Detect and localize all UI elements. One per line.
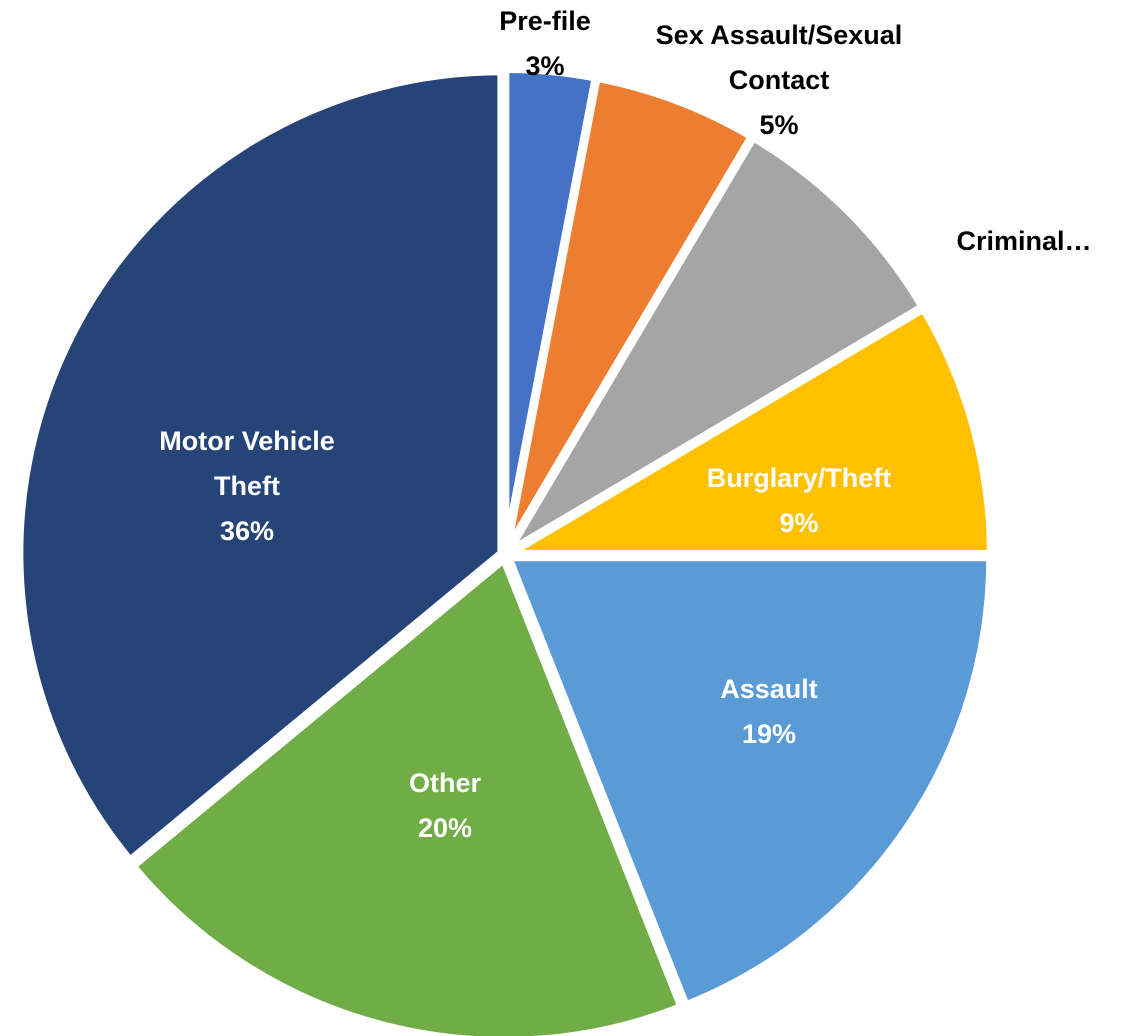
slice-percent: 19%: [742, 719, 796, 749]
pie-slice-sex-assault-sexual-contact: [502, 73, 758, 554]
slice-percent: 20%: [418, 813, 472, 843]
slice-label-sex-assault-sexual-contact: Sex Assault/Sexual Contact 5%: [656, 20, 903, 140]
slice-percent: 5%: [759, 110, 798, 140]
slice-percent: 9%: [779, 508, 818, 538]
slice-category: Motor Vehicle: [159, 426, 335, 456]
slice-category: Burglary/Theft: [707, 463, 892, 493]
slice-category: Pre-file: [499, 6, 591, 36]
slice-category: Theft: [214, 471, 280, 501]
slice-category: Sex Assault/Sexual: [656, 20, 903, 50]
slice-percent: 36%: [220, 516, 274, 546]
pie-labels: Pre-file 3% Sex Assault/Sexual Contact 5% Cri…: [159, 6, 1091, 843]
pie-slice-criminal: [504, 131, 929, 556]
slice-category: Criminal…: [956, 226, 1091, 256]
pie-slice-burglary-theft: [494, 303, 995, 558]
slice-category: Other: [409, 768, 482, 798]
slice-label-pre-file: Pre-file 3%: [499, 6, 591, 81]
slice-category: Assault: [720, 674, 818, 704]
slice-label-burglary-theft: Burglary/Theft 9%: [707, 463, 892, 538]
slice-label-motor-vehicle-theft: Motor Vehicle Theft 36%: [159, 426, 335, 546]
slice-label-criminal: Criminal…: [956, 226, 1091, 256]
pie-slices: [15, 65, 995, 1036]
slice-category: Contact: [729, 65, 830, 95]
slice-percent: 3%: [525, 51, 564, 81]
slice-label-assault: Assault 19%: [720, 674, 818, 749]
pie-slice-other: [126, 552, 687, 1036]
slice-label-other: Other 20%: [409, 768, 482, 843]
pie-slice-motor-vehicle-theft: [15, 67, 506, 867]
pie-slice-assault: [502, 553, 995, 1011]
